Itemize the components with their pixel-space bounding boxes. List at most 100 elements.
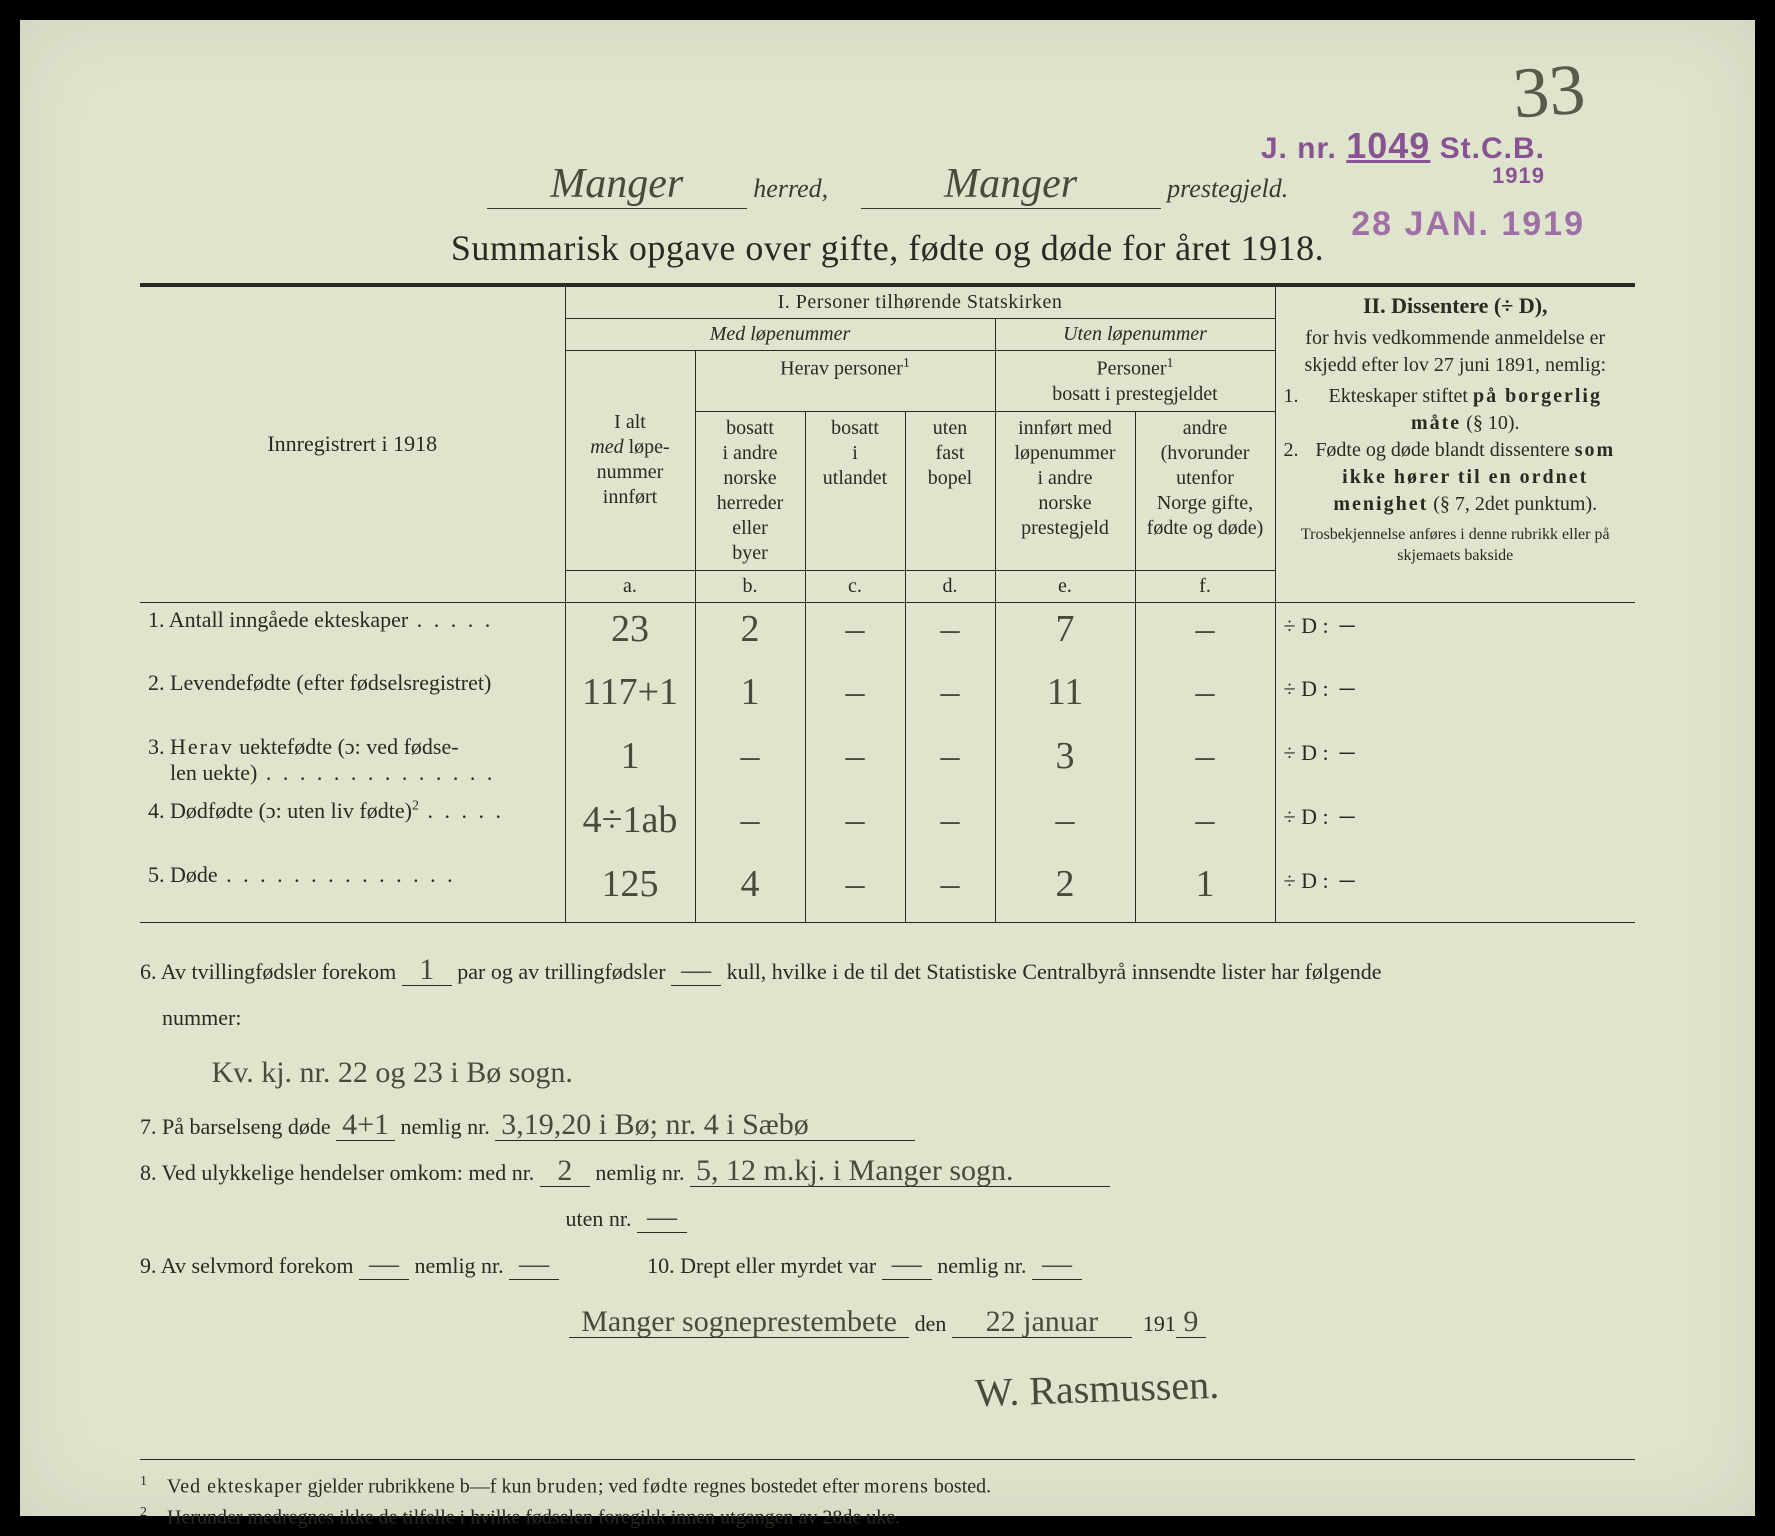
letter-e: e.: [995, 570, 1135, 602]
document-paper: 33 J. nr. 1049 St.C.B. 1919 28 JAN. 1919…: [20, 20, 1755, 1516]
cell-e: 3: [995, 730, 1135, 794]
cell-c: –: [805, 602, 905, 666]
cell-f: –: [1135, 666, 1275, 730]
table-row: 1. Antall inngåede ekteskaper232––7–÷ D …: [140, 602, 1635, 666]
accident-uten-count: —: [637, 1202, 687, 1233]
stamp-number: 1049: [1346, 125, 1430, 166]
col-e-desc: innført med løpenummer i andre norske pr…: [995, 411, 1135, 570]
row-label: 3. Herav uektefødte (ɔ: ved fødse- len u…: [140, 730, 565, 794]
letter-c: c.: [805, 570, 905, 602]
triplet-count: —: [671, 955, 721, 986]
murdered-count: —: [882, 1249, 932, 1280]
cell-c: –: [805, 794, 905, 858]
cell-g: ÷ D : –: [1275, 858, 1635, 922]
date-stamp: 28 JAN. 1919: [1351, 205, 1585, 244]
med-header: Med løpenummer: [565, 319, 995, 351]
uten-header: Uten løpenummer: [995, 319, 1275, 351]
cell-b: –: [695, 730, 805, 794]
section2-title: II. Dissentere (÷ D),: [1284, 291, 1628, 321]
page-number-handwritten: 33: [1510, 48, 1588, 136]
stamp-prefix: J. nr.: [1261, 132, 1337, 165]
signature: W. Rasmussen.: [974, 1343, 1221, 1435]
col-f-desc: andre (hvorunder utenfor Norge gifte, fø…: [1135, 411, 1275, 570]
main-table: Innregistrert i 1918 I. Personer tilhøre…: [140, 287, 1635, 923]
line-6-hw: Kv. kj. nr. 22 og 23 i Bø sogn.: [212, 1056, 573, 1089]
herred-label: herred,: [753, 174, 828, 203]
col-d-desc: uten fast bopel: [905, 411, 995, 570]
letter-d: d.: [905, 570, 995, 602]
table-row: 4. Dødfødte (ɔ: uten liv fødte)24÷1ab–––…: [140, 794, 1635, 858]
row-label: 5. Døde: [140, 858, 565, 922]
table-row: 5. Døde1254––21÷ D : –: [140, 858, 1635, 922]
cell-e: –: [995, 794, 1135, 858]
cell-f: 1: [1135, 858, 1275, 922]
section1-header: I. Personer tilhørende Statskirken: [565, 287, 1275, 319]
suicide-count: —: [359, 1249, 409, 1280]
cell-c: –: [805, 858, 905, 922]
table-row: 2. Levendefødte (efter fødselsregistret)…: [140, 666, 1635, 730]
cell-d: –: [905, 794, 995, 858]
cell-b: –: [695, 794, 805, 858]
cell-a: 117+1: [565, 666, 695, 730]
cell-a: 23: [565, 602, 695, 666]
row-label: 2. Levendefødte (efter fødselsregistret): [140, 666, 565, 730]
cell-d: –: [905, 730, 995, 794]
stamp-suffix: St.C.B.: [1440, 132, 1545, 165]
place-field: Manger sogneprestembete: [569, 1307, 909, 1338]
table-body: 1. Antall inngåede ekteskaper232––7–÷ D …: [140, 602, 1635, 922]
table-row: 3. Herav uektefødte (ɔ: ved fødse- len u…: [140, 730, 1635, 794]
line-8: 8. Ved ulykkelige hendelser omkom: med n…: [140, 1150, 1635, 1242]
cell-b: 4: [695, 858, 805, 922]
footnote-2: 2 Herunder medregnes ikke de tilfelle i …: [140, 1505, 1635, 1530]
journal-stamp: J. nr. 1049 St.C.B. 1919: [1261, 125, 1545, 189]
cell-c: –: [805, 666, 905, 730]
cell-f: –: [1135, 730, 1275, 794]
cell-c: –: [805, 730, 905, 794]
footnote-1: 1 Ved ekteskaper Ved ekteskaper gjelder …: [140, 1474, 1635, 1499]
cell-b: 2: [695, 602, 805, 666]
prestegjeld-value: Manger: [861, 160, 1161, 209]
cell-d: –: [905, 602, 995, 666]
line-7-hw: 3,19,20 i Bø; nr. 4 i Sæbø: [495, 1110, 915, 1141]
cell-g: ÷ D : –: [1275, 730, 1635, 794]
cell-a: 1: [565, 730, 695, 794]
diss-intro: for hvis vedkommende anmeldelse er skjed…: [1304, 327, 1606, 376]
diss-item-1: Ekteskaper stiftet på borgerlig måte (§ …: [1304, 383, 1628, 437]
letter-a: a.: [565, 570, 695, 602]
date-field: 22 januar: [952, 1307, 1132, 1338]
cell-f: –: [1135, 602, 1275, 666]
section2-block: II. Dissentere (÷ D), for hvis vedkommen…: [1275, 287, 1635, 602]
col-a-desc: I alt med løpe- nummer innført: [565, 351, 695, 571]
lower-section: 6. Av tvillingfødsler forekom 1 par og a…: [140, 949, 1635, 1431]
diss-small: Trosbekjennelse anføres i denne rubrikk …: [1284, 524, 1628, 567]
year-field: 9: [1176, 1307, 1206, 1338]
col-b-desc: bosatt i andre norske herreder eller bye…: [695, 411, 805, 570]
footnotes: 1 Ved ekteskaper Ved ekteskaper gjelder …: [140, 1459, 1635, 1529]
col-c-desc: bosatt i utlandet: [805, 411, 905, 570]
cell-a: 4÷1ab: [565, 794, 695, 858]
row-label: 4. Dødfødte (ɔ: uten liv fødte)2: [140, 794, 565, 858]
cell-b: 1: [695, 666, 805, 730]
diss-item-2: Fødte og døde blandt dissentere som ikke…: [1304, 437, 1628, 518]
line-7: 7. På barselseng døde 4+1 nemlig nr. 3,1…: [140, 1104, 1635, 1150]
herred-value: Manger: [487, 160, 747, 209]
letter-b: b.: [695, 570, 805, 602]
cell-a: 125: [565, 858, 695, 922]
letter-f: f.: [1135, 570, 1275, 602]
row-label: 1. Antall inngåede ekteskaper: [140, 602, 565, 666]
cell-g: ÷ D : –: [1275, 602, 1635, 666]
cell-g: ÷ D : –: [1275, 666, 1635, 730]
line-9-10: 9. Av selvmord forekom — nemlig nr. — 10…: [140, 1243, 1635, 1289]
line-6: 6. Av tvillingfødsler forekom 1 par og a…: [140, 949, 1635, 1104]
cell-d: –: [905, 666, 995, 730]
cell-e: 2: [995, 858, 1135, 922]
cell-g: ÷ D : –: [1275, 794, 1635, 858]
stamp-year-small: 1919: [1261, 163, 1545, 189]
herav-header: Herav personer1: [695, 351, 995, 412]
left-header: Innregistrert i 1918: [140, 287, 565, 602]
accident-med-count: 2: [540, 1156, 590, 1187]
cell-f: –: [1135, 794, 1275, 858]
barselseng-count: 4+1: [336, 1110, 395, 1141]
line-8-hw: 5, 12 m.kj. i Manger sogn.: [690, 1156, 1110, 1187]
personer-header: Personer1 bosatt i prestegjeldet: [995, 351, 1275, 412]
